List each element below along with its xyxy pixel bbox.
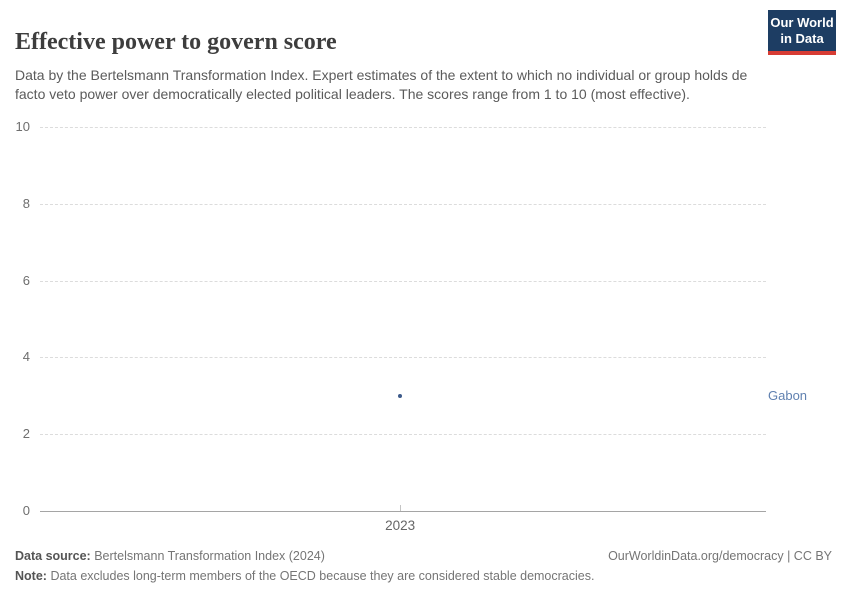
chart-subtitle: Data by the Bertelsmann Transformation I… xyxy=(15,67,748,102)
owid-logo-text: Our World in Data xyxy=(768,10,836,51)
data-source: Data source: Bertelsmann Transformation … xyxy=(15,549,325,563)
y-gridline xyxy=(40,203,766,205)
y-gridline xyxy=(40,434,766,436)
y-gridline xyxy=(40,357,766,359)
data-point-gabon[interactable] xyxy=(398,393,403,398)
y-tick-label: 8 xyxy=(22,195,30,211)
y-tick-label: 0 xyxy=(22,503,30,518)
footer-note-line: Note: Data excludes long-term members of… xyxy=(15,569,594,583)
y-tick-label: 2 xyxy=(22,426,30,442)
chart-title: Effective power to govern score xyxy=(15,29,337,56)
x-tick-mark xyxy=(400,505,402,511)
owid-logo: Our World in Data xyxy=(768,10,836,55)
y-tick-label: 6 xyxy=(22,272,30,288)
footer-source-line: Data source: Bertelsmann Transformation … xyxy=(15,549,832,563)
x-axis-line xyxy=(40,511,766,512)
owid-logo-line2: in Data xyxy=(780,31,824,46)
y-tick-label: 10 xyxy=(15,119,30,134)
x-tick-label: 2023 xyxy=(385,518,416,533)
y-gridline xyxy=(40,127,766,128)
y-gridline xyxy=(40,280,766,282)
owid-logo-red-bar xyxy=(768,51,836,55)
note-label: Note: xyxy=(15,569,47,583)
owid-logo-line1: Our World xyxy=(770,15,834,30)
y-tick-label: 4 xyxy=(22,349,30,365)
attribution-link[interactable]: OurWorldinData.org/democracy | CC BY xyxy=(608,549,832,563)
data-source-text: Bertelsmann Transformation Index (2024) xyxy=(94,549,325,563)
data-source-label: Data source: xyxy=(15,549,91,563)
note-text: Data excludes long-term members of the O… xyxy=(50,569,595,583)
entity-label-gabon[interactable]: Gabon xyxy=(768,387,808,403)
